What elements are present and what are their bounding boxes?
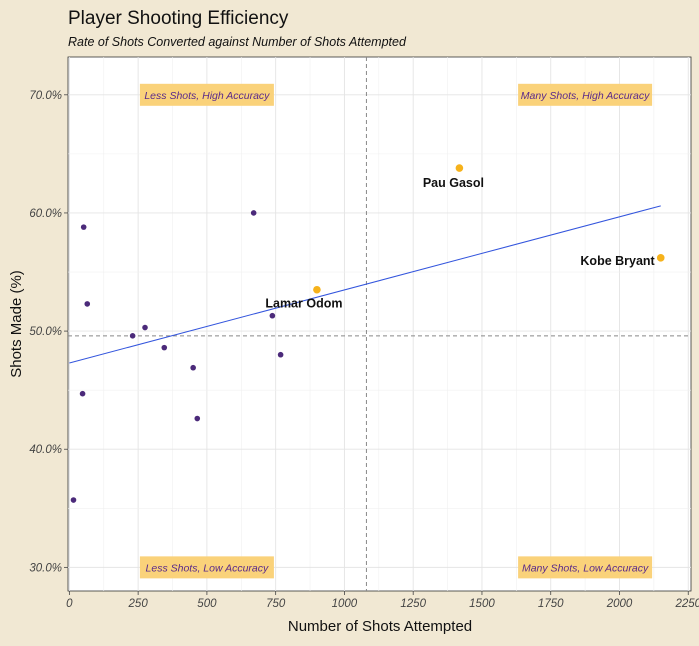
x-tick-label: 2000 xyxy=(606,598,633,610)
x-tick-label: 2250 xyxy=(674,598,699,610)
y-tick-label: 30.0% xyxy=(29,562,62,574)
quadrant-label-box xyxy=(139,83,274,106)
x-tick-label: 750 xyxy=(266,598,286,610)
highlighted-points: Pau Gasol Lamar Odom Kobe Bryant xyxy=(265,164,665,311)
x-tick-label: 0 xyxy=(66,598,73,610)
data-point xyxy=(190,364,196,371)
quadrant-label-text: Less Shots, Low Accuracy xyxy=(146,562,269,574)
y-tick-label: 70.0% xyxy=(29,90,62,102)
data-point xyxy=(80,224,87,230)
chart-title: Player Shooting Efficiency xyxy=(68,8,289,29)
data-point xyxy=(277,351,284,358)
player-label: Kobe Bryant xyxy=(580,254,655,268)
data-point xyxy=(194,415,201,422)
x-tick-label: 1500 xyxy=(469,598,495,610)
plot-panel xyxy=(67,56,692,592)
player-label: Lamar Odom xyxy=(265,297,342,311)
x-axis-label: Number of Shots Attempted xyxy=(288,618,472,635)
chart-subtitle: Rate of Shots Converted against Number o… xyxy=(68,35,407,49)
x-tick-label: 250 xyxy=(128,598,149,610)
quadrant-label-box xyxy=(139,556,274,579)
quadrant-labels: Less Shots, High Accuracy Many Shots, Hig… xyxy=(139,83,653,579)
data-point xyxy=(269,312,276,319)
grid-lines xyxy=(68,57,691,591)
x-tick-label: 1000 xyxy=(332,598,358,610)
data-point xyxy=(161,344,168,351)
x-tick-label: 500 xyxy=(197,598,217,610)
trend-line xyxy=(69,205,661,364)
data-points xyxy=(70,210,284,503)
data-point xyxy=(250,210,257,216)
trend-line-layer xyxy=(69,205,661,364)
y-axis-label: Shots Made (%) xyxy=(8,270,25,378)
highlighted-point xyxy=(313,285,321,294)
y-tick-label: 50.0% xyxy=(29,326,62,338)
quadrant-label-text: Many Shots, High Accuracy xyxy=(521,90,650,102)
player-label: Pau Gasol xyxy=(423,176,484,190)
quadrant-label-text: Many Shots, Low Accuracy xyxy=(522,562,649,574)
quadrant-label-box xyxy=(518,556,653,579)
quadrant-label-text: Less Shots, High Accuracy xyxy=(144,90,270,102)
y-axis-ticks: 30.0% 40.0% 50.0% 60.0% 70.0% xyxy=(29,90,68,574)
quadrant-label-box xyxy=(518,83,653,106)
x-axis-ticks: 0 250 500 750 1000 1250 1500 1750 2000 2250 xyxy=(66,591,699,610)
y-tick-label: 40.0% xyxy=(29,444,62,456)
data-point xyxy=(70,497,77,503)
data-point xyxy=(79,390,86,397)
data-point xyxy=(84,301,91,307)
x-tick-label: 1750 xyxy=(538,598,564,610)
x-tick-label: 1250 xyxy=(400,598,426,610)
highlighted-point xyxy=(455,164,464,172)
highlighted-point xyxy=(656,254,665,262)
reference-lines xyxy=(68,57,691,591)
data-point xyxy=(142,324,148,331)
y-tick-label: 60.0% xyxy=(29,208,62,220)
data-point xyxy=(129,333,136,339)
